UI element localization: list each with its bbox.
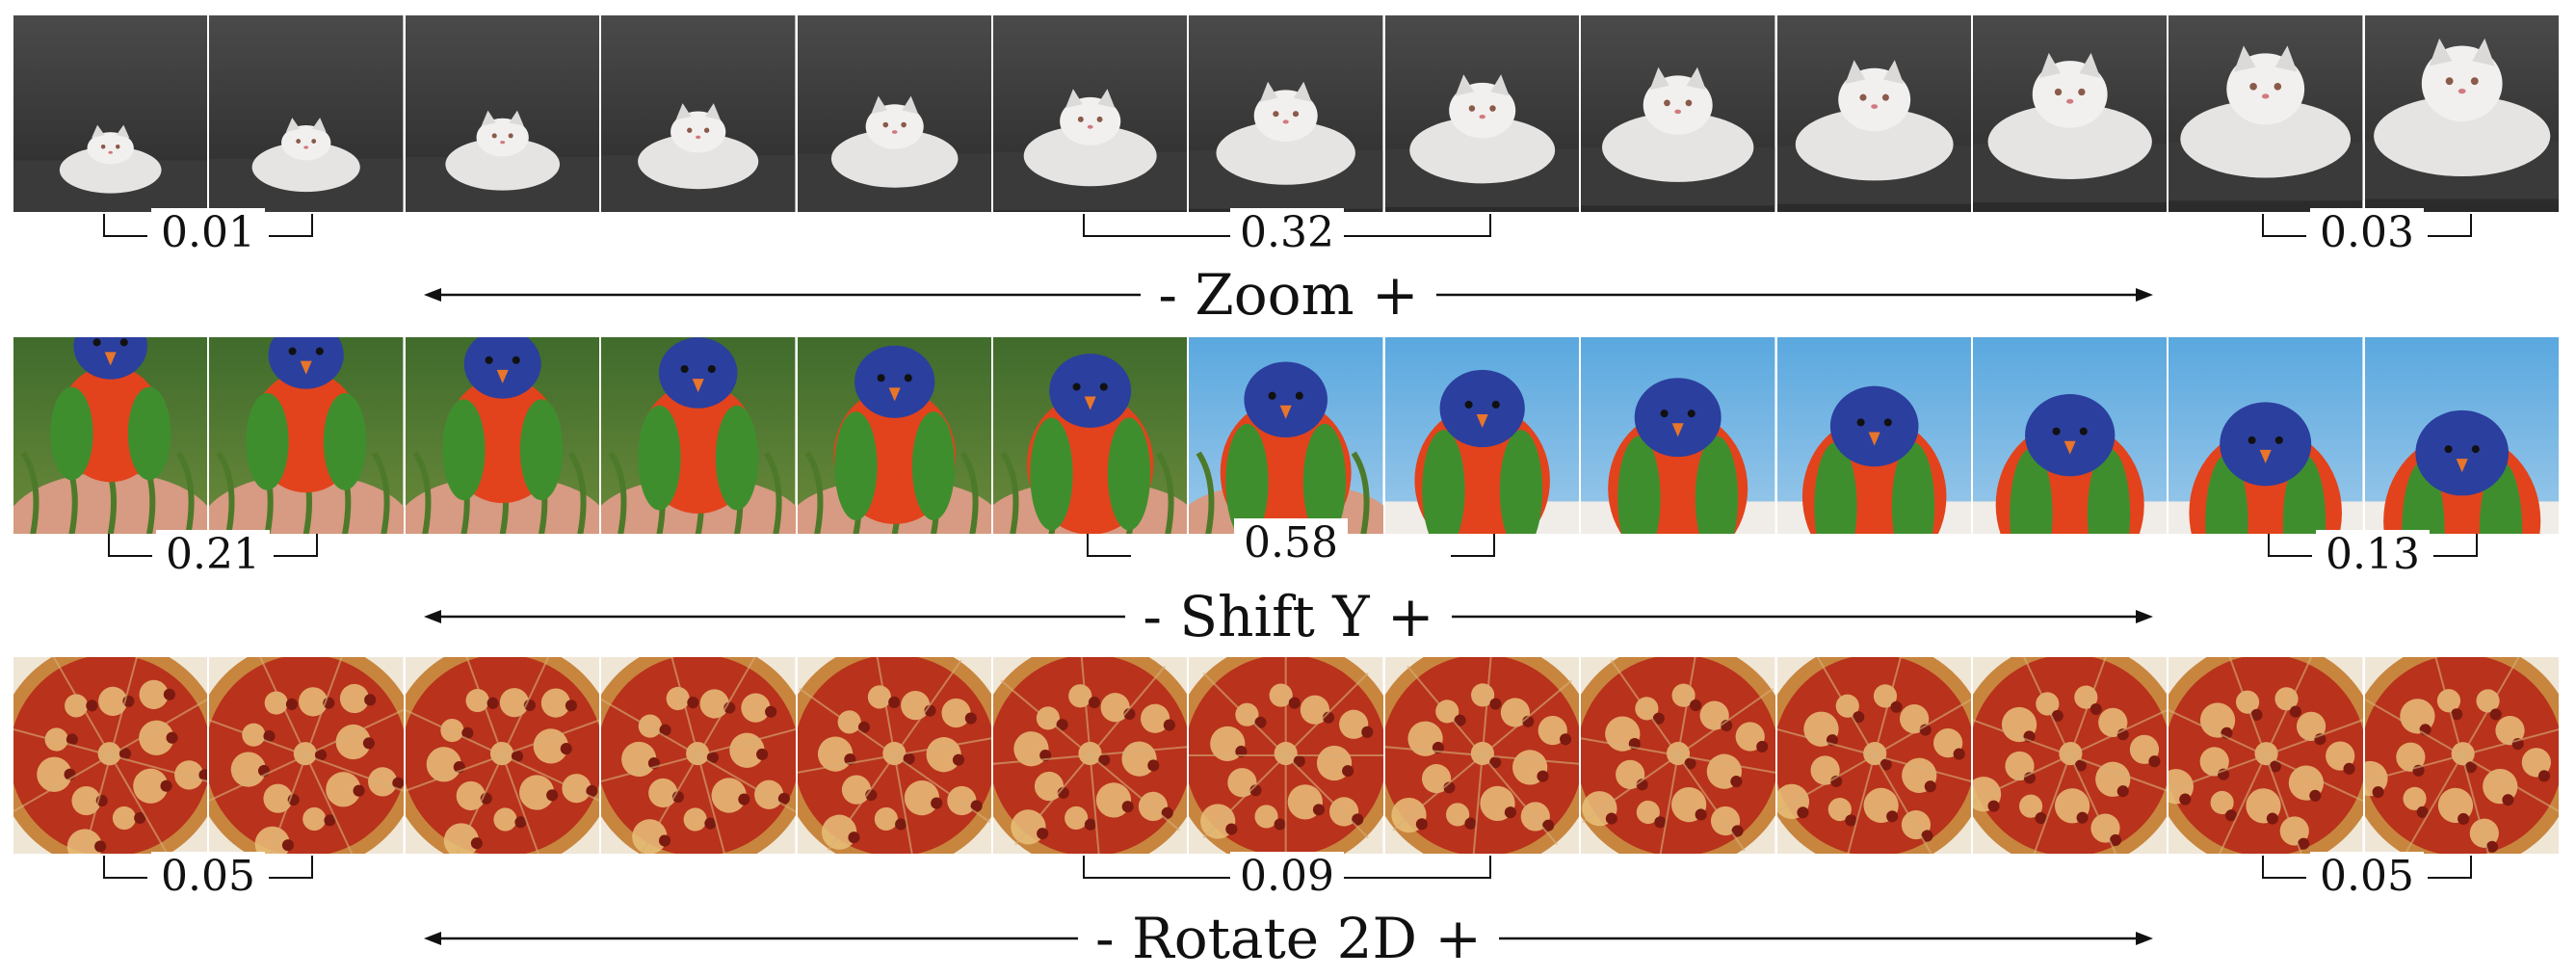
axis-label-zoom: - Zoom + — [1141, 262, 1436, 328]
score-center: 0.58 — [1087, 518, 1495, 568]
rotate-2d-axis: - Rotate 2D + — [424, 906, 2153, 971]
cat-image — [1581, 15, 1775, 212]
parrot-frame — [405, 337, 600, 534]
score-left: 0.21 — [108, 530, 318, 579]
cat-frame — [13, 15, 208, 212]
cat-image — [2364, 15, 2560, 212]
cat-frame — [1776, 15, 1971, 212]
pizza-frame — [2169, 657, 2363, 854]
parrot-image — [1189, 337, 1383, 534]
parrot-frame — [209, 337, 404, 534]
pizza-image — [2169, 657, 2363, 854]
parrot-frame — [601, 337, 796, 534]
pizza-frame — [209, 657, 404, 854]
cat-image — [1189, 15, 1383, 212]
parrot-image — [1972, 337, 2168, 534]
pizza-image — [601, 657, 796, 854]
score-right: 0.05 — [2262, 852, 2472, 901]
parrot-image — [992, 337, 1188, 534]
parrot-image — [1384, 337, 1580, 534]
parrot-image — [601, 337, 796, 534]
pizza-frame — [2364, 657, 2560, 854]
shift-y-axis: - Shift Y + — [424, 584, 2153, 649]
pizza-image — [1189, 657, 1383, 854]
pizza-frame — [1776, 657, 1971, 854]
pizza-image — [1384, 657, 1580, 854]
score-left: 0.01 — [103, 208, 313, 257]
parrot-frame — [13, 337, 208, 534]
cat-frame — [1972, 15, 2168, 212]
cat-image-strip — [13, 15, 2560, 212]
cat-frame — [209, 15, 404, 212]
parrot-frame — [1581, 337, 1775, 534]
cat-frame — [405, 15, 600, 212]
parrot-frame — [1189, 337, 1383, 534]
parrot-image — [2169, 337, 2363, 534]
parrot-image — [797, 337, 991, 534]
cat-image — [2169, 15, 2363, 212]
pizza-frame — [601, 657, 796, 854]
pizza-image — [1776, 657, 1971, 854]
pizza-image — [405, 657, 600, 854]
pizza-frame — [1581, 657, 1775, 854]
zoom-axis: - Zoom + — [424, 262, 2153, 328]
pizza-frame — [1384, 657, 1580, 854]
parrot-frame — [2364, 337, 2560, 534]
pizza-frame — [1189, 657, 1383, 854]
cat-image — [992, 15, 1188, 212]
cat-image — [405, 15, 600, 212]
pizza-frame — [992, 657, 1188, 854]
pizza-frame — [405, 657, 600, 854]
axis-label-shift-y: - Shift Y + — [1125, 584, 1452, 649]
pizza-image — [1581, 657, 1775, 854]
parrot-image — [405, 337, 600, 534]
cat-frame — [992, 15, 1188, 212]
cat-frame — [1189, 15, 1383, 212]
parrot-image — [2364, 337, 2560, 534]
cat-frame — [797, 15, 991, 212]
parrot-image — [13, 337, 208, 534]
cat-frame — [601, 15, 796, 212]
cat-frame — [2364, 15, 2560, 212]
cat-image — [1384, 15, 1580, 212]
score-right: 0.13 — [2268, 530, 2478, 579]
pizza-image — [797, 657, 991, 854]
score-right: 0.03 — [2262, 208, 2472, 257]
parrot-image-strip — [13, 337, 2560, 534]
score-left: 0.05 — [103, 852, 313, 901]
cat-image — [209, 15, 404, 212]
parrot-frame — [2169, 337, 2363, 534]
parrot-frame — [1972, 337, 2168, 534]
parrot-frame — [797, 337, 991, 534]
parrot-frame — [1776, 337, 1971, 534]
cat-image — [797, 15, 991, 212]
cat-image — [13, 15, 208, 212]
cat-frame — [1581, 15, 1775, 212]
cat-image — [1972, 15, 2168, 212]
pizza-frame — [13, 657, 208, 854]
pizza-image — [1972, 657, 2168, 854]
score-center: 0.32 — [1083, 208, 1491, 257]
cat-image — [1776, 15, 1971, 212]
cat-image — [601, 15, 796, 212]
parrot-frame — [1384, 337, 1580, 534]
pizza-image — [2364, 657, 2560, 854]
pizza-image — [209, 657, 404, 854]
pizza-image — [992, 657, 1188, 854]
pizza-image — [13, 657, 208, 854]
parrot-image — [1776, 337, 1971, 534]
cat-frame — [1384, 15, 1580, 212]
parrot-frame — [992, 337, 1188, 534]
parrot-image — [1581, 337, 1775, 534]
pizza-image-strip — [13, 657, 2560, 854]
parrot-image — [209, 337, 404, 534]
pizza-frame — [797, 657, 991, 854]
score-center: 0.09 — [1083, 852, 1491, 901]
cat-frame — [2169, 15, 2363, 212]
axis-label-rotate-2d: - Rotate 2D + — [1077, 906, 1499, 971]
pizza-frame — [1972, 657, 2168, 854]
